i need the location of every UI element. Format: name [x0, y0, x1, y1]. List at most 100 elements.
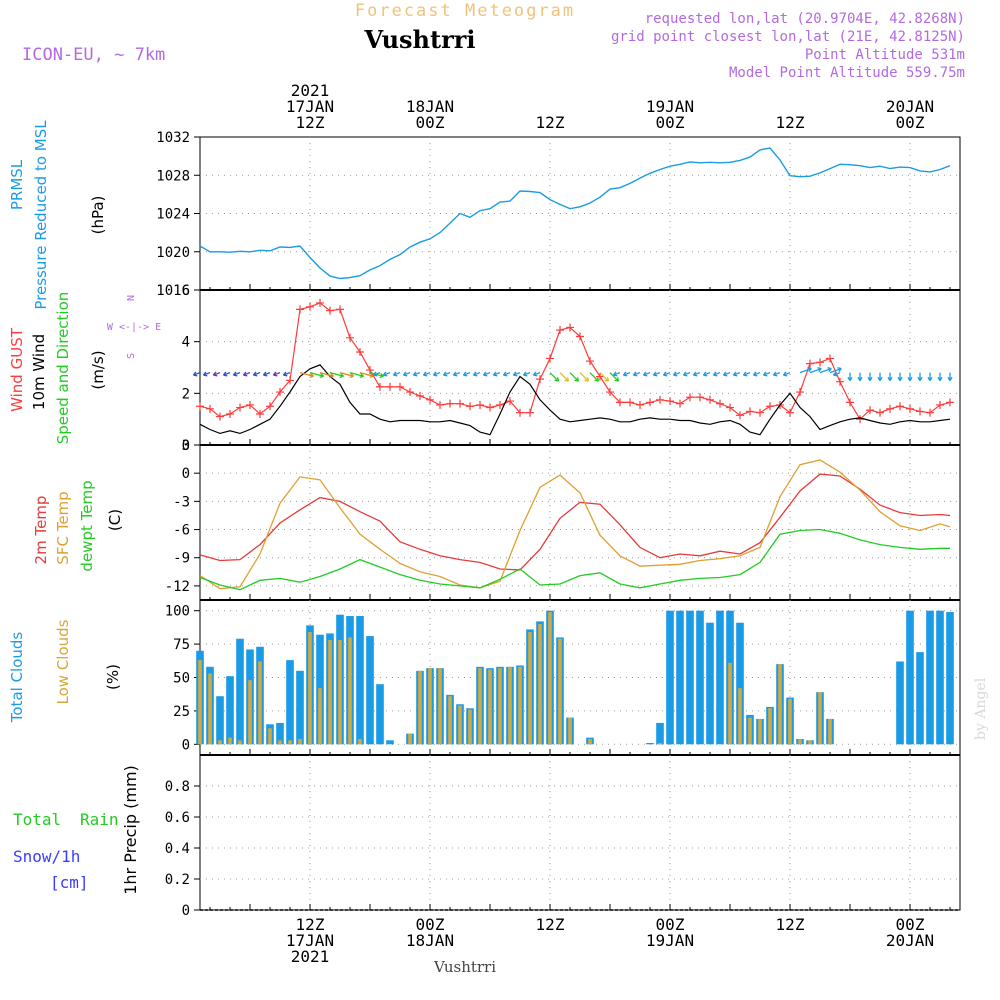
low-cloud-bar	[588, 738, 592, 745]
y-tick-label: 1028	[156, 168, 190, 184]
y-tick-label: 1024	[156, 207, 190, 223]
model-altitude: Model Point Altitude 559.75m	[729, 65, 965, 81]
wind-direction-arrow	[809, 367, 822, 374]
wind-direction-arrowhead	[212, 371, 218, 377]
y-tick-label: 75	[173, 637, 190, 653]
y-tick-label: 1020	[156, 245, 190, 261]
wind-direction-arrowhead	[522, 371, 528, 377]
low-cloud-bar	[288, 740, 292, 745]
wind-direction-arrowhead	[652, 371, 658, 377]
bottom-time-label: 19JAN	[646, 931, 694, 950]
wind-direction-arrowhead	[702, 371, 708, 377]
wind-direction-arrowhead	[947, 376, 953, 382]
top-time-label: 18JAN	[406, 97, 454, 116]
low-cloud-bar	[778, 664, 782, 745]
gust-marker	[866, 406, 874, 415]
wind-direction-arrowhead	[392, 371, 398, 377]
total-cloud-bar	[926, 610, 934, 745]
wind-direction-arrowhead	[349, 372, 354, 379]
wind-gust-label: Wind GUST	[8, 327, 26, 412]
wind-direction-arrowhead	[927, 376, 933, 382]
wind-direction-arrowhead	[502, 371, 508, 377]
low-cloud-bar	[428, 668, 432, 745]
low-cloud-bar	[758, 718, 762, 745]
gust-marker	[636, 400, 644, 409]
gust-marker	[676, 399, 684, 408]
precip-total-label: Total	[13, 810, 61, 829]
gust-marker	[536, 375, 544, 384]
wind-direction-arrow	[329, 372, 344, 377]
total-cloud-bar	[676, 610, 684, 745]
gust-marker	[396, 382, 404, 391]
total-cloud-bar	[366, 636, 374, 745]
total-cloud-bar	[946, 612, 954, 745]
gust-marker	[206, 404, 214, 413]
wind-direction-arrow	[609, 372, 619, 382]
bottom-time-label: 20JAN	[886, 931, 934, 950]
gust-marker	[826, 354, 834, 363]
low-cloud-bar	[418, 670, 422, 745]
low-cloud-bar	[408, 733, 412, 745]
top-time-label: 00Z	[656, 113, 685, 132]
wind-direction-arrow	[829, 367, 842, 374]
gust-marker	[506, 397, 514, 406]
wind-direction-arrowhead	[672, 371, 678, 377]
gust-marker	[556, 326, 564, 335]
y-tick-label: 0.8	[165, 779, 190, 795]
total-cloud-bar	[896, 661, 904, 745]
wind-direction-arrowhead	[807, 367, 812, 373]
gust-marker	[546, 354, 554, 363]
wind-direction-arrow	[819, 367, 832, 374]
wind-direction-arrowhead	[897, 376, 903, 382]
wind-direction-arrowhead	[242, 371, 248, 377]
total-cloud-bar	[716, 610, 724, 745]
gust-marker	[706, 395, 714, 404]
total-cloud-bar	[296, 670, 304, 745]
dewpt-line	[199, 528, 950, 591]
gust-marker	[376, 382, 384, 391]
wind-direction-arrowhead	[827, 367, 832, 373]
wind-direction-arrow	[349, 372, 364, 377]
wind-direction-arrowhead	[309, 372, 314, 379]
low-cloud-bar	[308, 632, 312, 745]
wind-direction-arrowhead	[432, 371, 438, 377]
gust-marker	[786, 408, 794, 417]
wind-direction-arrow	[799, 367, 812, 374]
wind-direction-arrowhead	[857, 376, 863, 382]
wind-direction-arrowhead	[382, 371, 388, 377]
low-cloud-bar	[358, 738, 362, 745]
total-cloud-bar	[286, 660, 294, 745]
wind-direction-arrowhead	[574, 377, 580, 382]
low-cloud-bar	[238, 740, 242, 745]
pressure-label-msl: Pressure Reduced to MSL	[32, 120, 50, 310]
wind-direction-arrowhead	[359, 372, 364, 379]
gust-marker	[526, 408, 534, 417]
wind-direction-arrowhead	[442, 371, 448, 377]
wind-10m-line	[199, 364, 951, 436]
gust-marker	[946, 398, 954, 407]
requested-coords: requested lon,lat (20.9704E, 42.8268N)	[645, 11, 965, 27]
gust-marker	[336, 305, 344, 314]
low-cloud-bar	[338, 640, 342, 745]
wind-direction-arrow	[579, 372, 589, 382]
y-tick-label: 0	[182, 466, 190, 482]
temp-dewpt-label: dewpt Temp	[78, 480, 96, 571]
panel-frame-temp	[199, 444, 961, 601]
bottom-time-label: 12Z	[296, 915, 325, 934]
y-tick-label: 100	[165, 604, 190, 620]
clouds-low-label: Low Clouds	[54, 619, 72, 704]
gust-marker	[716, 399, 724, 408]
wind-direction-arrowhead	[532, 371, 538, 377]
gust-marker	[606, 388, 614, 397]
gust-marker	[626, 398, 634, 407]
low-cloud-bar	[798, 738, 802, 745]
top-time-label: 12Z	[536, 113, 565, 132]
wind-direction-arrowhead	[622, 371, 628, 377]
low-cloud-bar	[258, 661, 262, 745]
total-cloud-bar	[226, 676, 234, 745]
wind-direction-arrowhead	[482, 371, 488, 377]
bottom-time-label: 12Z	[536, 915, 565, 934]
low-cloud-bar	[568, 717, 572, 745]
wind-direction-arrowhead	[642, 371, 648, 377]
